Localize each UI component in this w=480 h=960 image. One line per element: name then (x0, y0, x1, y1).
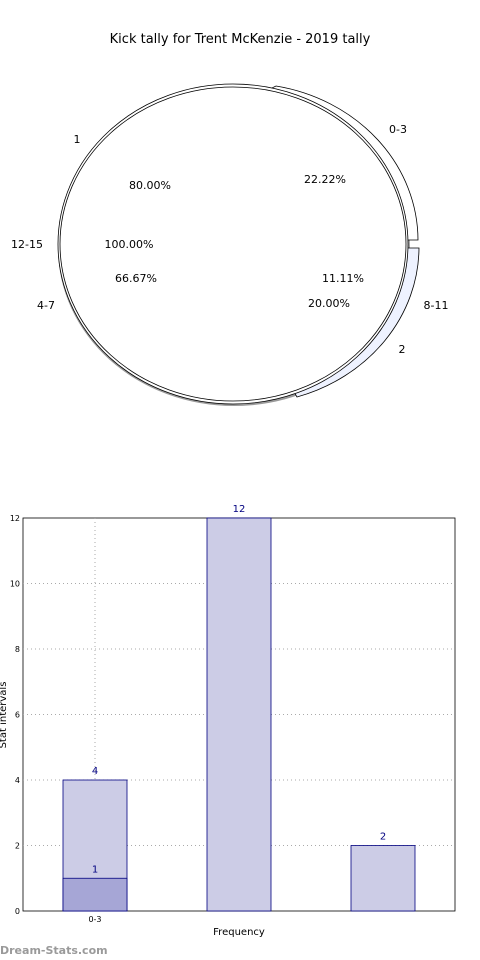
x-tick-0: 0-3 (88, 915, 101, 924)
pie-label-1: 1 (74, 133, 81, 146)
bar-value-s0-c1: 12 (233, 504, 246, 515)
pie-pct-22: 22.22% (304, 173, 346, 186)
pie-pct-100: 100.00% (105, 238, 154, 251)
watermark: Dream-Stats.com (0, 944, 108, 957)
pie-slice-main (57, 83, 409, 405)
pie-label-4-7: 4-7 (37, 299, 55, 312)
pie-label-2: 2 (399, 343, 406, 356)
y-tick-0: 0 (15, 907, 20, 916)
bar-value-s0-c0: 4 (92, 766, 98, 777)
x-axis-label: Frequency (213, 927, 265, 938)
bar-chart: 4 12 2 1 0 2 4 6 8 10 12 0-3 Frequency Stat inter… (0, 504, 456, 938)
y-axis-label: Stat intervals (0, 682, 9, 749)
y-tick-12: 12 (10, 514, 20, 523)
pie-pct-66: 66.67% (115, 272, 157, 285)
bar-s0-c2 (350, 845, 416, 912)
bars-layer: 4 12 2 1 (62, 504, 416, 912)
pie-label-12-15: 12-15 (11, 238, 43, 251)
y-tick-4: 4 (15, 776, 20, 785)
pie-label-0-3: 0-3 (389, 123, 407, 136)
bar-s0-c1 (206, 517, 272, 912)
pie-pct-80: 80.00% (129, 179, 171, 192)
chart-title: Kick tally for Trent McKenzie - 2019 tal… (110, 32, 371, 47)
pie-pct-20: 20.00% (308, 297, 350, 310)
pie-slice-inner (59, 86, 407, 402)
pie-pct-11: 11.11% (322, 272, 364, 285)
y-tick-10: 10 (10, 580, 20, 589)
y-tick-6: 6 (15, 711, 20, 720)
pie-chart: 1 0-3 12-15 8-11 4-7 2 80.00% 22.22% 100… (11, 83, 449, 406)
ticks-layer: 0 2 4 6 8 10 12 (10, 514, 20, 916)
bar-s1-c0 (62, 877, 128, 912)
pie-label-8-11: 8-11 (424, 299, 449, 312)
y-tick-8: 8 (15, 645, 20, 654)
y-tick-2: 2 (15, 842, 20, 851)
bar-value-s0-c2: 2 (380, 832, 386, 843)
bar-value-s1-c0: 1 (92, 864, 98, 875)
